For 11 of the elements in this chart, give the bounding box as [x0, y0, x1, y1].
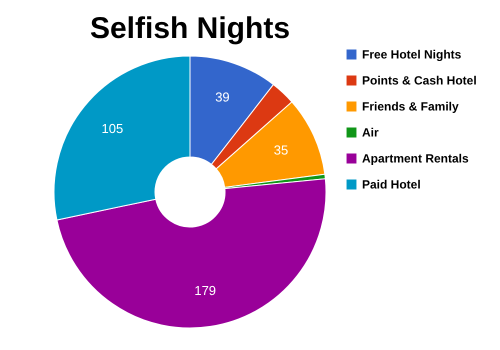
- legend-label: Apartment Rentals: [362, 152, 470, 166]
- legend-label: Points & Cash Hotel: [362, 74, 477, 88]
- data-label: 105: [101, 120, 124, 136]
- data-label: 179: [194, 282, 216, 298]
- data-label: 39: [215, 89, 230, 104]
- data-label: 35: [274, 142, 288, 158]
- legend-label: Air: [362, 126, 379, 140]
- legend-label: Friends & Family: [362, 100, 460, 114]
- chart-title: Selfish Nights: [90, 12, 290, 45]
- legend-label: Paid Hotel: [362, 178, 421, 192]
- legend-label: Free Hotel Nights: [362, 48, 462, 62]
